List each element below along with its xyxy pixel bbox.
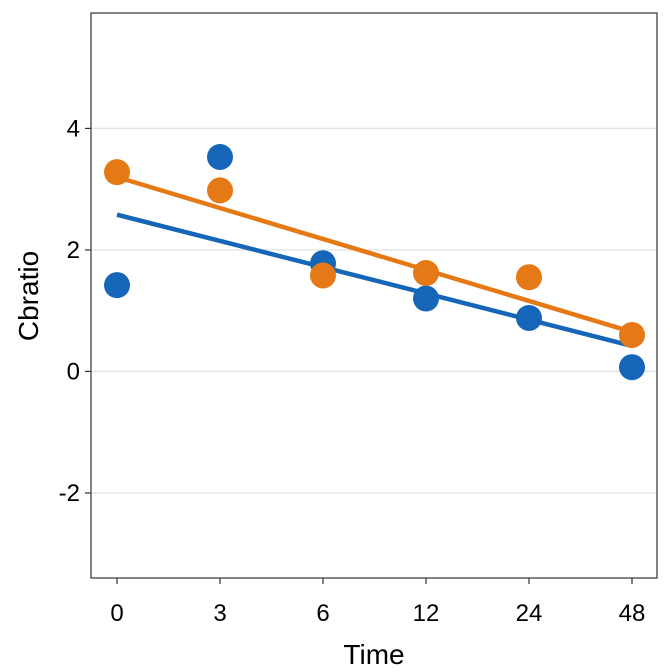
data-point-series-2: [310, 262, 336, 289]
grid-lines: [91, 127, 657, 494]
y-tick-label: 4: [67, 115, 80, 142]
data-point-series-2: [413, 260, 439, 287]
x-axis-title: Time: [343, 639, 404, 670]
data-point-series-2: [619, 321, 645, 348]
data-point-series-2: [104, 159, 130, 186]
data-point-series-1: [516, 304, 542, 331]
y-tick-label: 0: [67, 358, 80, 385]
y-axis-title: Cbratio: [13, 251, 44, 341]
x-tick-label: 12: [413, 600, 440, 627]
y-axis: -2 0 2 4: [59, 115, 91, 507]
data-point-series-1: [207, 143, 233, 170]
panel-background: [91, 13, 657, 578]
x-tick-label: 0: [110, 600, 123, 627]
x-tick-label: 6: [316, 600, 329, 627]
x-tick-label: 48: [619, 600, 646, 627]
y-tick-label: 2: [67, 237, 80, 264]
x-tick-label: 24: [516, 600, 543, 627]
data-point-series-1: [413, 285, 439, 312]
data-point-series-2: [207, 177, 233, 204]
data-point-series-2: [516, 264, 542, 291]
x-tick-label: 3: [213, 600, 226, 627]
panel-border: [90, 12, 658, 579]
y-tick-label: -2: [59, 480, 80, 507]
trend-line-series-1: [116, 212, 633, 349]
data-point-series-1: [104, 272, 130, 299]
data-points: [104, 143, 645, 381]
x-axis: 0 3 6 12 24 48: [110, 578, 645, 627]
data-point-series-1: [619, 354, 645, 381]
trend-lines: [116, 174, 633, 349]
trend-line-series-2: [116, 174, 633, 335]
